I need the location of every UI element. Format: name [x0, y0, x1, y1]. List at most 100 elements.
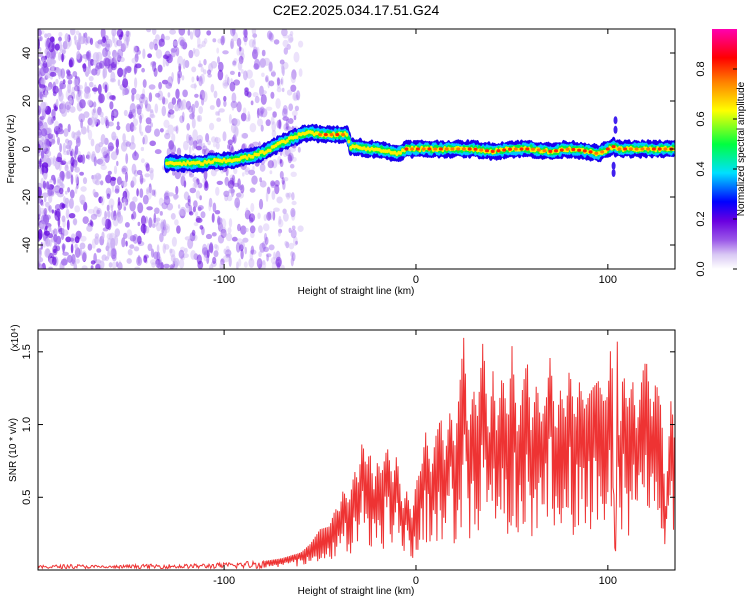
noise-blob [160, 33, 165, 43]
noise-blob [134, 77, 138, 89]
noise-blob [131, 213, 134, 220]
noise-blob [47, 186, 53, 197]
noise-blob [248, 213, 256, 223]
noise-blob [39, 263, 43, 269]
noise-blob [100, 156, 106, 162]
noise-blob [169, 248, 173, 254]
noise-blob [201, 40, 206, 48]
noise-blob [259, 110, 264, 118]
noise-blob [122, 133, 126, 143]
noise-blob [175, 88, 180, 100]
noise-blob [42, 233, 46, 243]
noise-blob [239, 241, 245, 250]
noise-blob [290, 72, 296, 84]
noise-blob [145, 117, 152, 125]
noise-blob [77, 150, 82, 158]
noise-blob [198, 106, 203, 115]
ridge-peak [341, 133, 346, 137]
ridge-spike [613, 116, 618, 125]
noise-blob [136, 169, 143, 176]
noise-blob [91, 110, 99, 121]
noise-blob [72, 71, 78, 77]
noise-blob [106, 233, 113, 240]
noise-blob [71, 131, 76, 139]
noise-blob [99, 60, 105, 69]
noise-blob [297, 225, 304, 232]
noise-blob [186, 123, 190, 131]
noise-blob [129, 235, 137, 242]
noise-blob [296, 90, 301, 101]
ridge-peak [473, 147, 478, 151]
noise-blob [283, 123, 290, 132]
noise-blob [229, 174, 236, 181]
noise-blob [260, 260, 267, 269]
noise-blob [225, 233, 233, 242]
noise-blob [202, 69, 207, 75]
noise-blob [131, 87, 137, 95]
noise-blob [202, 145, 208, 152]
colorbar-gradient [712, 29, 737, 269]
noise-blob [53, 186, 60, 192]
noise-blob [230, 100, 238, 109]
noise-blob [52, 155, 56, 167]
noise-blob [249, 249, 257, 255]
noise-blob [116, 39, 123, 47]
noise-blob [104, 115, 109, 125]
noise-blob [170, 265, 174, 269]
y-tick-label: -20 [21, 189, 33, 205]
noise-blob [118, 260, 122, 269]
snr-y-ticks: 0.5 1.0 1.5 [21, 344, 675, 505]
noise-blob [223, 190, 230, 197]
noise-blob [125, 35, 131, 43]
noise-blob [101, 231, 105, 240]
noise-blob [167, 192, 175, 197]
noise-blob [233, 58, 238, 64]
noise-blob [240, 133, 248, 139]
noise-blob [123, 38, 129, 49]
noise-blob [289, 155, 294, 161]
noise-blob [82, 177, 88, 185]
noise-blob [38, 186, 42, 197]
noise-blob [208, 202, 212, 212]
noise-blob [280, 264, 285, 269]
ridge-peak [323, 133, 328, 137]
noise-blob [161, 97, 169, 105]
noise-blob [61, 227, 65, 234]
ridge-peak [646, 147, 651, 151]
noise-blob [65, 208, 70, 219]
noise-blob [212, 202, 217, 213]
noise-blob [210, 83, 215, 93]
noise-blob [228, 114, 232, 124]
y-tick-label: 0 [21, 146, 33, 152]
noise-blob [132, 233, 139, 244]
noise-blob [122, 139, 129, 147]
noise-blob [214, 137, 221, 144]
noise-blob [40, 241, 43, 250]
noise-blob [227, 195, 233, 202]
noise-blob [142, 79, 147, 88]
noise-blob [136, 188, 139, 197]
noise-blob [48, 239, 52, 247]
noise-blob [41, 144, 49, 149]
noise-blob [48, 205, 52, 213]
noise-blob [195, 145, 202, 151]
noise-blob [141, 93, 145, 99]
noise-blob [191, 229, 196, 236]
noise-blob [51, 174, 56, 181]
noise-blob [38, 204, 41, 215]
ridge-peak [582, 149, 587, 153]
noise-blob [58, 91, 64, 102]
noise-blob [274, 184, 280, 195]
ridge-peak [536, 148, 541, 152]
noise-blob [115, 185, 120, 193]
noise-blob [95, 263, 101, 269]
noise-blob [286, 43, 291, 50]
noise-blob [277, 219, 284, 228]
noise-blob [204, 178, 207, 189]
snr-y-multiplier: (x10⁴) [10, 324, 21, 351]
noise-blob [162, 54, 170, 59]
noise-blob [217, 56, 220, 64]
noise-blob [79, 171, 84, 176]
noise-blob [290, 84, 297, 93]
noise-blob [285, 126, 292, 131]
